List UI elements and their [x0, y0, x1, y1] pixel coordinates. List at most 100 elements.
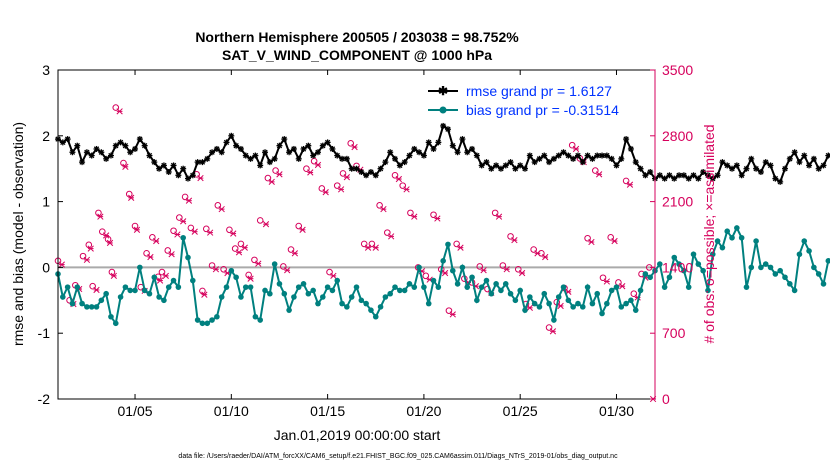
- obs-possible-point: [220, 265, 227, 273]
- rmse-point-stroke: [194, 159, 201, 165]
- rmse-point-stroke: [575, 152, 581, 159]
- rmse-point: [382, 159, 389, 166]
- rmse-point-stroke: [137, 136, 143, 142]
- obs-possible-point: [164, 247, 172, 254]
- bias-point: [738, 234, 745, 241]
- rmse-point: [372, 172, 379, 179]
- obs-assimilated-point: [307, 169, 314, 176]
- obs-possible-point: [208, 262, 216, 269]
- obs-possible-point: [514, 265, 522, 273]
- bias-point: [522, 307, 528, 313]
- obs-possible-point: [376, 202, 383, 209]
- bias-point: [252, 313, 259, 320]
- bias-point: [348, 294, 355, 300]
- bias-point: [488, 290, 495, 297]
- bias-point: [194, 317, 201, 323]
- bias-point: [782, 274, 788, 281]
- rmse-point-stroke: [320, 143, 326, 149]
- x-tick-label: 01/25: [503, 403, 538, 419]
- rmse-point: [223, 139, 230, 146]
- y-left-tick-label: 0: [42, 259, 50, 275]
- obs-assimilated-point: [247, 275, 254, 282]
- bias-point: [584, 284, 591, 290]
- rmse-point: [502, 162, 509, 169]
- rmse-point-stroke: [816, 166, 822, 172]
- rmse-point-stroke: [74, 143, 80, 149]
- bias-point: [214, 313, 220, 320]
- bias-point: [310, 287, 316, 294]
- rmse-point: [416, 149, 423, 156]
- rmse-point-stroke: [127, 149, 133, 155]
- bias-point: [170, 277, 177, 284]
- rmse-point: [801, 152, 808, 159]
- bias-point: [815, 271, 822, 277]
- bias-point: [469, 274, 475, 281]
- rmse-point: [334, 152, 341, 159]
- rmse-point: [237, 145, 244, 152]
- obs-possible-point: [280, 263, 287, 270]
- bias-point: [666, 274, 673, 281]
- rmse-point-stroke: [618, 156, 624, 162]
- rmse-point: [522, 165, 529, 172]
- obs-possible-point: [453, 240, 460, 248]
- rmse-point: [127, 149, 134, 156]
- rmse-point-stroke: [767, 162, 774, 169]
- obs-assimilated-point: [411, 213, 418, 220]
- bias-point: [358, 297, 365, 304]
- rmse-point: [151, 159, 158, 166]
- rmse-point-stroke: [570, 156, 576, 162]
- bias-point: [363, 300, 369, 307]
- obs-possible-point: [339, 170, 347, 177]
- bias-point: [257, 317, 264, 323]
- bias-point: [382, 294, 389, 300]
- obs-possible-point: [245, 271, 252, 279]
- bias-point: [276, 281, 283, 287]
- bias-point: [729, 234, 735, 241]
- rmse-point: [199, 159, 206, 166]
- rmse-point: [459, 136, 466, 143]
- rmse-point-stroke: [271, 156, 278, 162]
- obs-assimilated-point: [403, 186, 410, 193]
- legend-bias-label: bias grand pr = -0.31514: [466, 102, 619, 118]
- obs-assimilated-point: [276, 171, 283, 178]
- obs-assimilated-point: [116, 108, 123, 115]
- bias-point: [560, 284, 567, 290]
- bias-point: [642, 271, 649, 277]
- rmse-point: [647, 168, 654, 175]
- y-right-tick-label: 3500: [662, 62, 693, 78]
- rmse-point-stroke: [541, 152, 547, 159]
- y-left-tick-label: 1: [42, 194, 50, 210]
- bias-point: [449, 267, 456, 274]
- bias-point: [368, 307, 374, 313]
- obs-possible-point: [98, 228, 106, 235]
- rmse-point: [719, 159, 726, 166]
- obs-assimilated-point: [162, 272, 169, 280]
- x-tick-label: 01/05: [118, 403, 153, 419]
- rmse-point-stroke: [777, 179, 783, 185]
- bias-point: [209, 317, 215, 323]
- bias-point: [512, 297, 519, 304]
- obs-assimilated-point: [364, 244, 372, 251]
- rmse-point: [507, 159, 514, 166]
- rmse-point-stroke: [387, 149, 393, 155]
- y-axis-left: -2 -1 0 1 2 3: [38, 62, 63, 407]
- bias-point: [700, 267, 706, 274]
- obs-assimilated-point: [526, 304, 533, 311]
- x-tick-label: 01/20: [406, 403, 441, 419]
- rmse-point: [425, 139, 432, 146]
- rmse-point-stroke: [546, 159, 552, 165]
- rmse-point: [367, 168, 374, 175]
- bias-point: [271, 261, 278, 267]
- x-tick-label: 01/15: [310, 403, 345, 419]
- obs-assimilated-point: [206, 229, 214, 236]
- rmse-point-stroke: [483, 159, 490, 165]
- rmse-point-stroke: [811, 156, 817, 162]
- bias-point: [551, 317, 557, 323]
- obs-possible-point: [181, 193, 189, 201]
- rmse-point-stroke: [522, 166, 528, 172]
- rmse-point: [160, 162, 167, 169]
- rmse-point-stroke: [450, 143, 456, 149]
- bias-point: [685, 284, 692, 290]
- bias-point: [671, 254, 678, 261]
- bias-point: [233, 274, 239, 281]
